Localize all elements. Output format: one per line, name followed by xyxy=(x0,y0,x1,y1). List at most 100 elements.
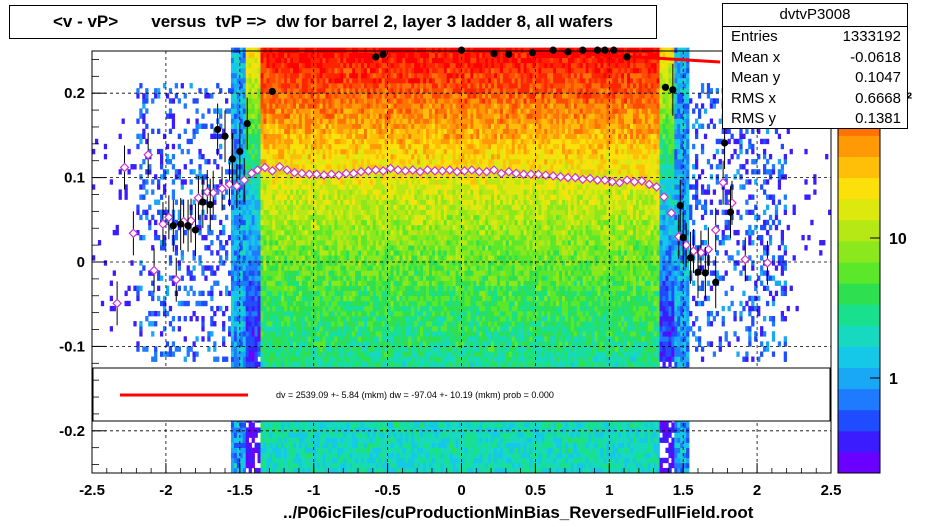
data-point xyxy=(610,46,618,54)
profile-point xyxy=(304,169,315,180)
color-scale-cell xyxy=(838,335,880,347)
profile-point xyxy=(563,172,573,183)
color-scale-cell xyxy=(838,209,880,221)
data-point xyxy=(623,53,631,61)
color-scale-cell xyxy=(838,262,880,274)
profile-point xyxy=(348,168,359,179)
color-scale-cell xyxy=(838,399,880,411)
stats-value: -0.0618 xyxy=(850,48,901,66)
profile-point xyxy=(319,170,329,180)
profile-point xyxy=(143,149,154,160)
stats-value: 0.1381 xyxy=(855,110,901,127)
profile-point xyxy=(666,208,677,218)
profile-point xyxy=(231,181,242,191)
profile-point xyxy=(592,175,603,185)
z-tick-label: 1 xyxy=(889,371,898,388)
profile-point xyxy=(459,165,470,176)
profile-point xyxy=(727,198,737,208)
profile-point xyxy=(511,168,522,179)
color-scale-cell xyxy=(838,409,880,421)
data-point xyxy=(505,50,513,58)
data-point xyxy=(579,46,587,54)
profile-point xyxy=(260,162,270,173)
fit-legend: dv = 2539.09 +- 5.84 (mkm) dw = -97.04 +… xyxy=(92,367,831,422)
data-point xyxy=(712,278,720,286)
stats-row-rms-y: RMS y 0.1381 xyxy=(723,109,907,130)
color-scale-cell xyxy=(838,156,880,168)
title-box: <v - vP> versus tvP => dw for barrel 2, … xyxy=(9,5,657,39)
profile-point xyxy=(600,175,610,185)
x-tick-label: -1 xyxy=(307,482,320,499)
data-point xyxy=(593,46,602,54)
chart-title: <v - vP> versus tvP => dw for barrel 2, … xyxy=(52,12,614,31)
x-tick-label: -2.5 xyxy=(79,482,105,499)
footer-filename: ../P06icFiles/cuProductionMinBias_Revers… xyxy=(283,503,754,522)
data-point xyxy=(490,49,498,58)
y-tick-label: 0.2 xyxy=(64,85,85,102)
color-scale-cell xyxy=(838,388,880,400)
color-scale-cell xyxy=(838,188,880,200)
profile-point xyxy=(407,165,418,175)
profile-point xyxy=(503,166,514,177)
color-scale-cell xyxy=(838,441,880,453)
color-scale-cell xyxy=(838,272,880,284)
profile-point xyxy=(274,161,285,172)
color-scale-cell xyxy=(838,177,880,189)
profile-point xyxy=(217,183,227,194)
data-point xyxy=(268,87,276,96)
stats-label: RMS y xyxy=(731,110,776,127)
profile-point xyxy=(326,169,337,180)
profile-point xyxy=(585,173,595,184)
data-point xyxy=(184,222,192,230)
y-axis: -0.2 -0.1 0 0.1 0.2 xyxy=(59,59,106,465)
x-tick-label: -2 xyxy=(159,482,172,499)
profile-point xyxy=(518,169,529,180)
x-tick-label: 1.5 xyxy=(673,482,694,499)
x-tick-label: 2 xyxy=(753,482,761,499)
profile-point xyxy=(128,228,139,239)
color-scale-cell xyxy=(838,304,880,316)
color-scale-cell xyxy=(838,325,880,337)
profile-point xyxy=(636,176,647,186)
profile-point xyxy=(297,168,307,179)
profile-point xyxy=(289,167,300,178)
profile-point xyxy=(555,171,566,182)
profile-point xyxy=(164,212,174,223)
data-point xyxy=(601,46,609,54)
stats-name: dvtvP3008 xyxy=(723,4,907,27)
color-scale-cell xyxy=(838,420,880,432)
color-scale-cell xyxy=(838,378,880,390)
profile-point xyxy=(533,169,544,180)
data-point xyxy=(379,50,387,58)
profile-point xyxy=(481,166,492,177)
profile-point xyxy=(710,225,721,235)
x-tick-label: 2.5 xyxy=(821,482,842,499)
profile-point xyxy=(762,257,773,268)
profile-point xyxy=(452,166,462,177)
profile-point xyxy=(370,165,381,175)
color-scale-cell xyxy=(838,346,880,358)
data-point xyxy=(191,226,200,234)
stats-label: RMS x xyxy=(731,89,776,107)
profile-point xyxy=(644,179,655,190)
data-point xyxy=(457,46,466,54)
data-point xyxy=(694,268,702,276)
stats-row-rms-x: RMS x 0.6668 xyxy=(723,89,907,110)
color-scale-cell xyxy=(838,135,880,147)
color-scale-cell xyxy=(838,198,880,210)
profile-point xyxy=(444,165,455,175)
profile-point xyxy=(718,177,728,188)
data-point xyxy=(701,269,709,277)
data-point xyxy=(676,201,684,210)
data-point xyxy=(726,208,735,216)
black-point-series xyxy=(169,46,735,309)
y-tick-label: -0.2 xyxy=(59,423,85,440)
profile-point xyxy=(496,168,507,179)
profile-point xyxy=(400,165,411,176)
profile-point xyxy=(393,165,403,175)
stats-value: 0.6668 xyxy=(855,89,901,107)
x-tick-label: 1 xyxy=(605,482,613,499)
data-point xyxy=(661,83,670,91)
profile-point xyxy=(622,175,632,185)
